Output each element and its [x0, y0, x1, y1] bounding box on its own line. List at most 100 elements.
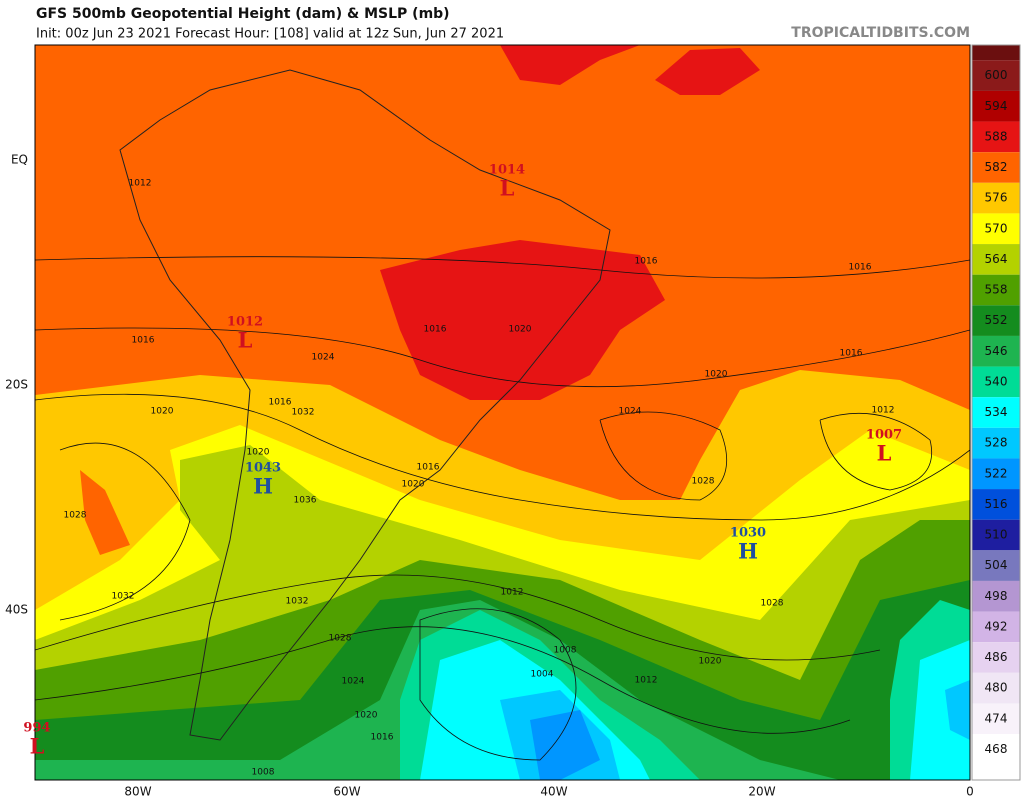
colorbar-box: [972, 397, 1020, 428]
isobar-label: 1036: [294, 496, 317, 506]
colorbar-box: [972, 60, 1020, 91]
colorbar-box: [972, 672, 1020, 704]
colorbar-label: 558: [985, 283, 1008, 297]
colorbar-box: [972, 642, 1020, 673]
isobar-label: 1012: [872, 406, 895, 416]
colorbar-label: 528: [985, 436, 1008, 450]
center-type: H: [738, 539, 758, 564]
isobar-label: 1004: [531, 670, 554, 680]
subtitle: Init: 00z Jun 23 2021 Forecast Hour: [10…: [36, 27, 504, 42]
colorbar-label: 492: [985, 619, 1008, 633]
colorbar-label: 468: [985, 742, 1008, 756]
colorbar-box: [972, 489, 1020, 520]
colorbar-box: [972, 152, 1020, 183]
center-type: L: [238, 328, 253, 353]
center-type: L: [30, 734, 45, 759]
colorbar-box: [972, 703, 1020, 735]
isobar-label: 1020: [699, 657, 722, 667]
isobar-label: 1020: [705, 370, 728, 380]
labels: EQ 20S 40S 80W 60W 40W 20W 0 1012 1016 1020 1028 103…: [5, 153, 974, 799]
isobar-label: 1016: [269, 398, 292, 408]
isobar-label: 1020: [355, 711, 378, 721]
colorbar-label: 540: [985, 374, 1008, 388]
isobar-label: 1032: [292, 408, 315, 418]
colorbar-box: [972, 121, 1020, 153]
colorbar-frame: [971, 44, 1021, 781]
colorbar-box: [972, 580, 1020, 612]
lon-label: 0: [966, 785, 974, 799]
isobar-label: 1016: [371, 733, 394, 743]
colorbar-box: [972, 550, 1020, 581]
colorbar-label: 588: [985, 129, 1008, 143]
colorbar-label: 510: [985, 528, 1008, 542]
isobar-label: 1028: [761, 599, 784, 609]
colorbar-label: 480: [985, 681, 1008, 695]
colorbar-label: 504: [985, 558, 1008, 572]
source: TROPICALTIDBITS.COM: [791, 25, 970, 41]
lat-label: 40S: [5, 603, 28, 617]
center-pressure: 1012: [227, 315, 263, 330]
isobar-label: 1012: [501, 588, 524, 598]
colorbar-label: 474: [985, 711, 1008, 725]
colorbar-label: 546: [985, 344, 1008, 358]
isobar-label: 1016: [635, 257, 658, 267]
colorbar-label: 534: [985, 405, 1008, 419]
isobar-label: 1020: [247, 448, 270, 458]
isobar-label: 1008: [554, 646, 577, 656]
colorbar: 600 594 588 582 576 570 564 558 552 546 540 534 528 5…: [971, 44, 1021, 781]
center-pressure: 1030: [730, 526, 766, 541]
colorbar-label: 600: [985, 68, 1008, 82]
map: [34, 44, 971, 781]
colorbar-label: 486: [985, 650, 1008, 664]
isobar-label: 1016: [132, 336, 155, 346]
colorbar-box: [972, 458, 1020, 490]
isobar-label: 1032: [112, 592, 135, 602]
isobar-label: 1020: [509, 325, 532, 335]
colorbar-box: [972, 366, 1020, 398]
colorbar-box: [972, 213, 1020, 245]
isobar-label: 1028: [64, 511, 87, 521]
colorbar-label: 552: [985, 313, 1008, 327]
center-type: L: [500, 176, 515, 201]
isobar-label: 1020: [151, 407, 174, 417]
colorbar-label: 522: [985, 466, 1008, 480]
colorbar-box: [972, 244, 1020, 275]
colorbar-label: 594: [985, 99, 1008, 113]
isobar-label: 1024: [312, 353, 335, 363]
lon-label: 80W: [124, 785, 151, 799]
colorbar-box: [972, 274, 1020, 306]
colorbar-label: 576: [985, 191, 1008, 205]
isobar-label: 1016: [849, 263, 872, 273]
isobar-label: 1016: [424, 325, 447, 335]
colorbar-label: 498: [985, 589, 1008, 603]
center-pressure: 1007: [866, 428, 902, 443]
isobar-label: 1024: [342, 677, 365, 687]
isobar-label: 1016: [840, 349, 863, 359]
center-type: H: [253, 474, 273, 499]
lat-label: 20S: [5, 378, 28, 392]
colorbar-label: 564: [985, 252, 1008, 266]
lat-label: EQ: [11, 153, 28, 167]
title: GFS 500mb Geopotential Height (dam) & MS…: [36, 6, 450, 22]
colorbar-cap: [972, 764, 1020, 780]
colorbar-box: [972, 182, 1020, 214]
colorbar-box: [972, 335, 1020, 367]
isobar-label: 1032: [286, 597, 309, 607]
colorbar-box: [972, 519, 1020, 551]
isobar-label: 1024: [619, 407, 642, 417]
center-pressure: 1043: [245, 461, 281, 476]
isobar-label: 1028: [329, 634, 352, 644]
isobar-label: 1016: [417, 463, 440, 473]
colorbar-label: 516: [985, 497, 1008, 511]
isobar-label: 1012: [129, 179, 152, 189]
isobar-label: 1008: [252, 768, 275, 778]
colorbar-box: [972, 90, 1020, 122]
lon-label: 60W: [333, 785, 360, 799]
colorbar-label: 582: [985, 160, 1008, 174]
isobar-label: 1020: [402, 480, 425, 490]
colorbar-box: [972, 305, 1020, 336]
colorbar-box: [972, 611, 1020, 643]
center-type: L: [877, 441, 892, 466]
center-pressure: 1014: [489, 163, 525, 178]
